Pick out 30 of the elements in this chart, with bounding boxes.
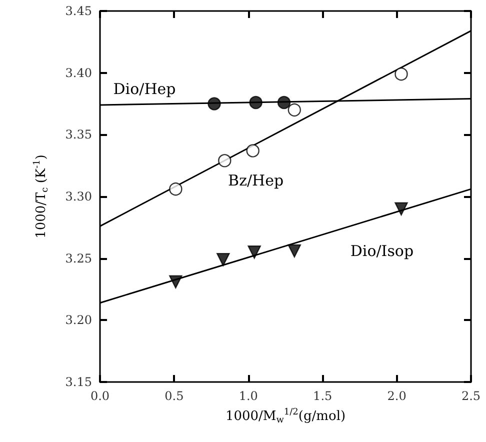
point [394,202,408,216]
y-tick-label: 3.20 [65,313,92,328]
y-tick-label: 3.40 [65,66,92,80]
point [249,96,262,110]
x-tick-label: 2.5 [461,389,481,403]
point [169,182,182,196]
point [218,154,232,168]
series-label: Dio/Isop [350,242,414,260]
y-axis-title: 1000/Tc (K-1) [32,154,50,238]
text: Dio/Hep [113,80,176,98]
point [246,144,260,158]
y-tick-label: 3.45 [65,4,92,18]
series-label: Bz/Hep [228,171,284,190]
point [169,275,182,288]
x-tick-label: 2.0 [387,389,406,403]
point [208,97,221,110]
y-tick-label: 3.30 [65,190,92,204]
x-tick-label: 0.5 [164,389,184,403]
x-tick-label: 0.0 [90,389,110,403]
y-tick-label: 3.15 [65,375,92,389]
point [288,244,302,258]
point [277,96,291,110]
point [248,246,261,259]
point [216,252,230,266]
x-tick-label: 1.0 [238,389,258,403]
y-tick-label: 3.25 [65,251,92,266]
x-tick-label: 1.5 [313,389,332,403]
y-tick-label: 3.35 [65,128,92,142]
point [394,67,408,81]
point [288,103,302,117]
